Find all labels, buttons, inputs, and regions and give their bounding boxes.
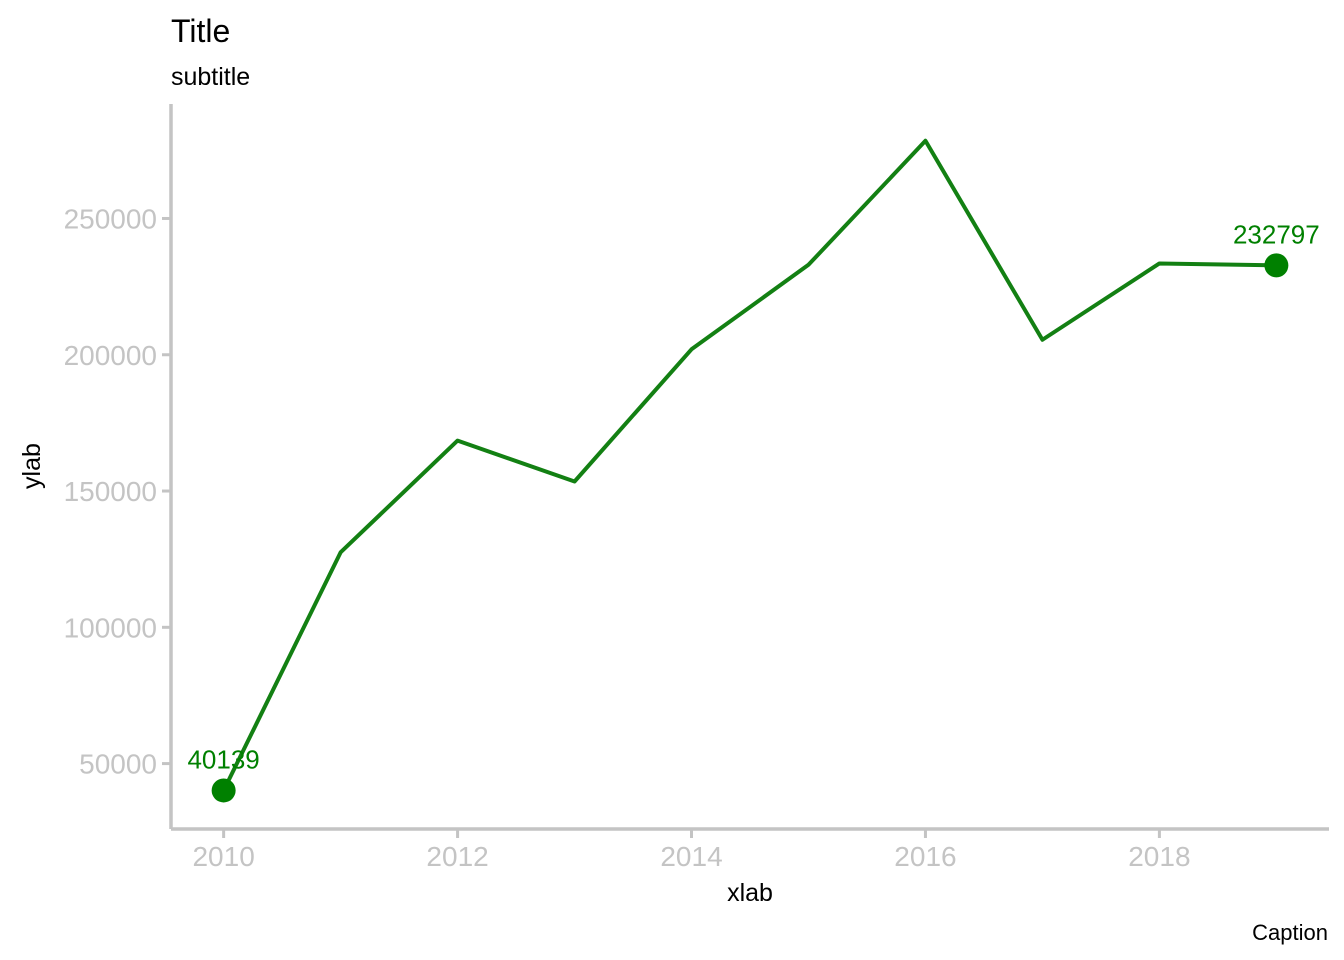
chart-subtitle: subtitle [171,63,250,91]
x-ticks: 2010 2012 2014 2016 2018 [192,829,1191,872]
x-tick-label: 2012 [426,841,488,872]
y-ticks: 50000 100000 150000 200000 250000 [64,203,171,780]
y-tick-label: 50000 [79,749,157,780]
x-tick-label: 2018 [1128,841,1190,872]
chart-title: Title [171,13,230,49]
series-line [221,138,1279,793]
data-point [211,778,236,803]
y-tick-label: 150000 [64,476,157,507]
y-tick-label: 100000 [64,612,157,643]
x-tick-label: 2016 [894,841,956,872]
data-label: 232797 [1233,219,1320,249]
x-tick-label: 2010 [192,841,254,872]
chart-caption: Caption [1252,920,1328,945]
y-tick-label: 250000 [64,203,157,234]
y-axis-title: ylab [18,443,46,489]
data-point [1264,253,1289,278]
x-tick-label: 2014 [660,841,722,872]
series-layer [221,138,1279,793]
point-layer: 40139 232797 [187,219,1320,803]
x-axis-title: xlab [727,879,773,907]
data-label: 40139 [187,744,259,774]
y-tick-label: 200000 [64,340,157,371]
